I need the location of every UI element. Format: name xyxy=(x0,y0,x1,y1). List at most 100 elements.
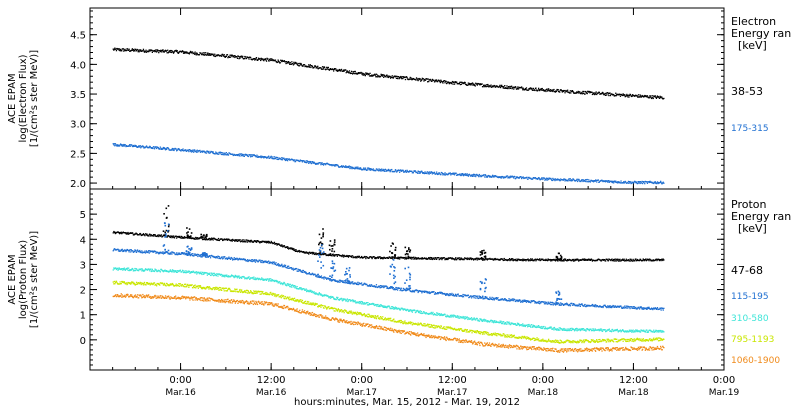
data-point xyxy=(358,167,361,169)
data-point xyxy=(550,178,552,180)
spike-point xyxy=(329,248,331,251)
data-point xyxy=(197,255,199,258)
data-point xyxy=(641,94,643,97)
data-point xyxy=(604,304,606,306)
data-point xyxy=(473,259,475,261)
data-point xyxy=(502,258,504,260)
data-point xyxy=(175,49,177,51)
spike-point xyxy=(394,249,397,251)
data-point xyxy=(300,271,302,273)
data-point xyxy=(145,251,147,253)
data-point xyxy=(581,259,584,261)
data-point xyxy=(356,168,358,170)
data-point xyxy=(370,168,372,170)
data-point xyxy=(223,275,225,278)
data-point xyxy=(622,93,624,95)
spike-point xyxy=(322,232,325,234)
data-point xyxy=(173,237,176,239)
data-point xyxy=(459,83,462,86)
data-point xyxy=(625,305,627,307)
data-point xyxy=(126,232,129,234)
data-point xyxy=(484,259,486,261)
data-point xyxy=(506,175,509,177)
data-point xyxy=(309,251,311,253)
data-point xyxy=(363,167,365,169)
y-tick-label: 2.5 xyxy=(70,149,86,160)
data-point xyxy=(348,282,351,285)
data-point xyxy=(253,276,255,278)
data-point xyxy=(648,97,650,99)
spike-point xyxy=(409,285,411,287)
data-point xyxy=(656,181,659,183)
data-point xyxy=(218,239,221,242)
spike-point xyxy=(405,287,408,290)
data-point xyxy=(494,85,496,87)
data-point xyxy=(182,270,184,272)
data-point xyxy=(560,304,562,306)
data-point xyxy=(577,259,579,261)
spike-point xyxy=(321,243,324,245)
data-point xyxy=(328,69,330,71)
data-point xyxy=(317,253,319,255)
data-point xyxy=(585,90,587,93)
data-point xyxy=(154,50,157,52)
data-point xyxy=(459,81,461,83)
data-point xyxy=(275,61,278,63)
data-point xyxy=(534,258,537,260)
data-point xyxy=(503,87,505,89)
data-point xyxy=(393,76,395,78)
spike-point xyxy=(164,249,166,251)
data-point xyxy=(384,168,386,170)
data-point xyxy=(537,178,539,180)
data-point xyxy=(539,178,541,180)
data-point xyxy=(652,259,654,261)
data-point xyxy=(289,61,291,64)
data-point xyxy=(535,87,537,89)
data-point xyxy=(427,171,429,173)
data-point xyxy=(616,182,618,184)
data-point xyxy=(568,178,570,180)
data-point xyxy=(492,258,494,260)
spike-point xyxy=(394,275,396,278)
data-point xyxy=(299,62,301,65)
data-point xyxy=(483,174,485,176)
data-point xyxy=(222,274,224,277)
data-point xyxy=(192,270,195,273)
data-point xyxy=(123,50,125,52)
data-point xyxy=(227,57,229,59)
data-point xyxy=(381,74,383,77)
data-point xyxy=(632,306,634,308)
data-point xyxy=(424,171,426,173)
data-point xyxy=(460,174,462,177)
data-point xyxy=(125,49,128,52)
data-point xyxy=(515,177,517,180)
data-point xyxy=(556,179,558,181)
data-point xyxy=(221,153,223,156)
data-point xyxy=(122,268,124,270)
data-point xyxy=(396,77,399,80)
data-point xyxy=(532,89,534,91)
data-point xyxy=(622,182,624,184)
data-point xyxy=(509,176,511,179)
data-point xyxy=(353,283,355,285)
data-point xyxy=(592,180,594,182)
data-point xyxy=(144,51,147,53)
data-point xyxy=(207,238,209,240)
data-point xyxy=(589,92,591,94)
data-point xyxy=(237,153,240,156)
spike-point xyxy=(405,289,407,291)
data-point xyxy=(115,50,118,52)
data-point xyxy=(653,182,655,185)
data-point xyxy=(121,249,123,252)
data-point xyxy=(663,307,665,309)
data-point xyxy=(406,289,408,291)
data-point xyxy=(247,260,249,263)
data-point xyxy=(637,94,640,96)
data-point xyxy=(382,74,384,76)
data-point xyxy=(327,277,329,279)
data-point xyxy=(315,65,317,68)
data-point xyxy=(349,282,351,284)
data-point xyxy=(278,158,280,160)
data-point xyxy=(212,239,214,241)
data-point xyxy=(546,303,549,305)
